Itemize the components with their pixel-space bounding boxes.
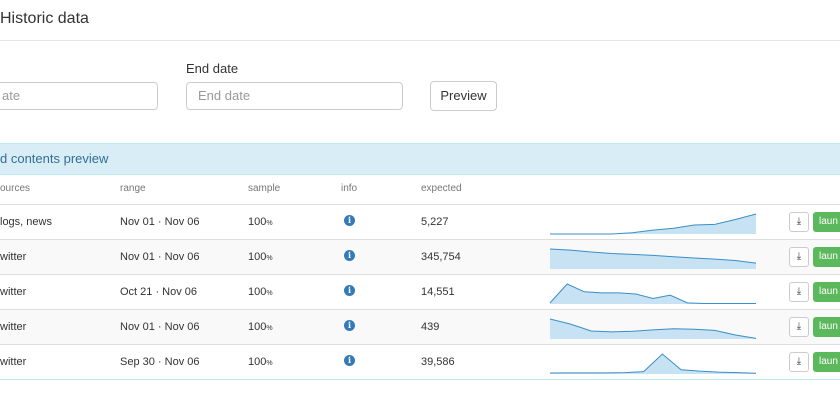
table-bottom [0, 379, 840, 380]
placeholder: End date [198, 88, 251, 103]
info-icon[interactable]: i [344, 250, 355, 261]
column-header: sample [248, 183, 281, 194]
end-date-label: End date [186, 61, 239, 76]
column-header: info [341, 183, 358, 194]
range: Oct 21 · Nov 06 [120, 286, 198, 298]
sample-unit: % [266, 360, 273, 367]
table-row: logs, news Nov 01 · Nov 06 100% i 5,227 ⤓ laun [0, 204, 840, 239]
download-button[interactable]: ⤓ [789, 212, 809, 232]
launch-button[interactable]: laun [813, 212, 840, 232]
sparkline-line [549, 353, 757, 374]
range: Nov 01 · Nov 06 [120, 251, 200, 263]
launch-button[interactable]: laun [813, 247, 840, 267]
sources: witter [0, 251, 27, 263]
range: Nov 01 · Nov 06 [120, 216, 200, 228]
download-button[interactable]: ⤓ [789, 282, 809, 302]
preview-button[interactable]: Preview [430, 81, 497, 111]
download-button[interactable]: ⤓ [789, 247, 809, 267]
sample-unit: % [266, 255, 273, 262]
info-icon[interactable]: i [344, 320, 355, 331]
sample-value: 100 [248, 251, 267, 263]
sparkline [549, 353, 757, 374]
sample-unit: % [266, 325, 273, 332]
expected: 14,551 [421, 286, 455, 298]
end-date-input[interactable]: End date [186, 82, 403, 110]
sources: logs, news [0, 216, 52, 228]
sparkline-line [549, 248, 757, 264]
sparkline [549, 248, 757, 269]
sample-value: 100 [248, 216, 267, 228]
sample-unit: % [266, 220, 273, 227]
panel-title: d contents preview [0, 151, 109, 166]
placeholder: ate [2, 88, 21, 103]
sparkline-line [549, 283, 756, 305]
sample-value: 100 [248, 286, 267, 298]
info-icon[interactable]: i [344, 355, 355, 366]
info-icon[interactable]: i [344, 285, 355, 296]
range: Sep 30 · Nov 06 [120, 356, 200, 368]
column-header: range [120, 183, 146, 194]
sample-value: 100 [248, 356, 267, 368]
sample: 100% [248, 356, 273, 368]
table-row: witter Nov 01 · Nov 06 100% i 345,754 ⤓ laun [0, 239, 840, 274]
download-button[interactable]: ⤓ [789, 352, 809, 372]
sparkline-area [550, 249, 756, 269]
sources: witter [0, 321, 27, 333]
column-header: ources [0, 183, 31, 194]
start-date-input[interactable]: ate [0, 82, 158, 110]
range: Nov 01 · Nov 06 [120, 321, 200, 333]
expected: 39,586 [421, 356, 455, 368]
sparkline [550, 213, 757, 235]
sources: witter [0, 286, 27, 298]
download-button[interactable]: ⤓ [789, 317, 809, 337]
launch-button[interactable]: laun [813, 317, 840, 337]
sparkline-area [550, 319, 756, 339]
expected: 439 [421, 321, 440, 333]
launch-button[interactable]: laun [813, 282, 840, 302]
info-icon[interactable]: i [344, 215, 355, 226]
sources: witter [0, 356, 27, 368]
table-row: witter Sep 30 · Nov 06 100% i 39,586 ⤓ laun [0, 344, 840, 379]
page-title: Historic data [0, 10, 89, 27]
sparkline-line [549, 318, 757, 339]
sparkline-area [550, 214, 756, 234]
panel-header: d contents preview [0, 143, 840, 175]
sample: 100% [248, 216, 273, 228]
sample-unit: % [266, 290, 273, 297]
sparkline-area [550, 354, 756, 374]
sparkline-area [550, 284, 756, 304]
sample: 100% [248, 251, 273, 263]
sparkline [549, 318, 757, 339]
column-header: expected [421, 183, 462, 194]
expected: 5,227 [421, 216, 449, 228]
sparkline-line [550, 213, 757, 235]
expected: 345,754 [421, 251, 461, 263]
table-row: witter Oct 21 · Nov 06 100% i 14,551 ⤓ laun [0, 274, 840, 309]
sparkline [549, 283, 756, 305]
launch-button[interactable]: laun [813, 352, 840, 372]
divider [0, 40, 840, 41]
sample: 100% [248, 321, 273, 333]
table-row: witter Nov 01 · Nov 06 100% i 439 ⤓ laun [0, 309, 840, 344]
sample: 100% [248, 286, 273, 298]
sample-value: 100 [248, 321, 267, 333]
